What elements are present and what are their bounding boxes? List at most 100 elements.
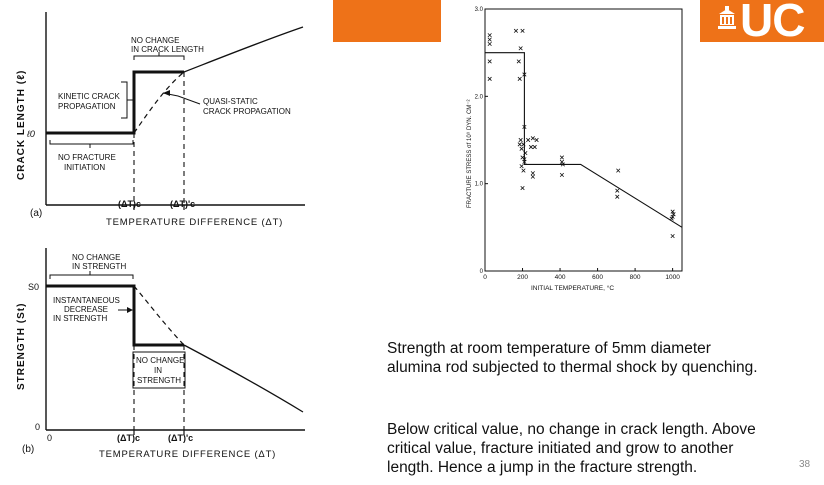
- diagram-crack-length: CRACK LENGTH (ℓ) ℓ0 (a) (ΔT)c (ΔT)'c TEM…: [16, 12, 305, 228]
- data-point: [560, 162, 565, 167]
- data-point: [530, 171, 535, 176]
- diagram-a-tick-2: (ΔT)'c: [170, 199, 195, 209]
- slide-number: 38: [799, 459, 811, 470]
- diagram-a-ann-no-change-1: NO CHANGE: [131, 36, 179, 45]
- diagram-b-ann-box-3: STRENGTH: [137, 376, 181, 385]
- x-tick-label: 600: [592, 274, 603, 281]
- fracture-stress-chart: 0 200 400 600 800 1000 0 1.0 2.0 3.0 INITIAL TEM…: [466, 7, 683, 292]
- y-tick-group: 0 1.0 2.0 3.0: [475, 7, 488, 275]
- data-point: [520, 185, 525, 191]
- data-point: [528, 144, 534, 150]
- diagram-a-ann-quasi-2: CRACK PROPAGATION: [203, 107, 291, 116]
- diagram-a-ann-kinetic-1: KINETIC CRACK: [58, 92, 120, 101]
- diagram-a-ann-no-change-2: IN CRACK LENGTH: [131, 45, 204, 54]
- data-point: [487, 37, 492, 42]
- diagram-b-zero-label: 0: [35, 422, 40, 432]
- data-point: [615, 194, 620, 199]
- x-tick-label: 0: [483, 274, 487, 281]
- diagram-b-ann-instant-2: DECREASE: [64, 305, 108, 314]
- diagram-a-xlabel: TEMPERATURE DIFFERENCE (ΔT): [106, 217, 283, 228]
- x-tick-label: 200: [517, 274, 528, 281]
- data-point: [522, 124, 527, 129]
- data-point: [521, 168, 526, 173]
- data-point: [521, 142, 526, 147]
- diagram-b-tick-2: (ΔT)'c: [168, 433, 193, 443]
- chart-ylabel: FRACTURE STRESS σf 10⁹ DYN. CM⁻²: [466, 100, 473, 208]
- data-point: [671, 212, 676, 217]
- diagram-b-ann-box-2: IN: [154, 366, 162, 375]
- data-point: [487, 59, 492, 64]
- data-point: [670, 233, 675, 239]
- data-point: [520, 28, 525, 33]
- x-tick-label: 400: [555, 274, 566, 281]
- diagram-b-ann-instant-3: IN STRENGTH: [53, 314, 107, 323]
- para2-line2: critical value, fracture initiated and g…: [387, 440, 734, 457]
- data-point: [487, 41, 492, 47]
- data-point: [615, 188, 620, 193]
- data-point: [487, 76, 492, 81]
- para1-line1: Strength at room temperature of 5mm diam…: [387, 340, 711, 357]
- diagram-b-xlabel: TEMPERATURE DIFFERENCE (ΔT): [99, 449, 276, 460]
- data-point: [513, 28, 519, 33]
- data-point: [519, 164, 524, 169]
- data-point: [530, 136, 535, 141]
- diagram-b-s0-label: S0: [28, 282, 39, 292]
- data-point: [532, 144, 537, 150]
- data-point: [517, 76, 522, 81]
- data-point: [519, 146, 524, 151]
- diagram-a-ann-no-fracture-1: NO FRACTURE: [58, 153, 116, 162]
- y-tick-label: 0: [480, 269, 484, 275]
- university-logo-text: UC: [740, 0, 805, 46]
- diagram-b-ylabel: STRENGTH (St): [16, 303, 27, 390]
- data-point: [518, 46, 523, 51]
- diagram-b-panel-label: (b): [22, 444, 34, 455]
- diagram-a-panel-label: (a): [30, 208, 42, 219]
- para1-line2: alumina rod subjected to thermal shock b…: [387, 359, 758, 376]
- y-tick-label: 1.0: [475, 182, 484, 188]
- y-tick-label: 3.0: [475, 7, 484, 13]
- para2-line3: length. Hence a jump in the fracture str…: [387, 459, 698, 476]
- x-tick-group: 0 200 400 600 800 1000: [483, 268, 680, 281]
- data-point: [517, 142, 522, 147]
- description-paragraph-1: Strength at room temperature of 5mm diam…: [387, 339, 817, 377]
- data-point: [670, 209, 675, 214]
- description-paragraph-2: Below critical value, no change in crack…: [387, 420, 817, 477]
- orange-banner-right: UC: [700, 0, 824, 46]
- data-point: [530, 174, 535, 179]
- diagram-a-ann-no-fracture-2: INITIATION: [64, 163, 105, 172]
- data-point: [523, 151, 528, 156]
- diagram-a-tick-1: (ΔT)c: [118, 199, 141, 209]
- data-point: [516, 59, 521, 64]
- diagram-b-ann-no-change-1: NO CHANGE: [72, 253, 120, 262]
- diagram-a-ann-quasi-1: QUASI-STATIC: [203, 97, 258, 106]
- diagram-b-tick-1: (ΔT)c: [117, 433, 140, 443]
- data-point: [518, 137, 523, 143]
- orange-banner-left: [333, 0, 441, 42]
- diagram-a-origin-label: ℓ0: [26, 129, 35, 139]
- diagram-b-origin-label: 0: [47, 433, 52, 443]
- data-point: [534, 137, 539, 143]
- diagram-a-ann-kinetic-2: PROPAGATION: [58, 102, 116, 111]
- data-point: [487, 33, 492, 38]
- x-tick-label: 800: [630, 274, 641, 281]
- data-point: [526, 137, 531, 143]
- university-building-icon: [718, 6, 736, 29]
- diagram-strength: STRENGTH (St) S0 0 0 (b) (ΔT)c (ΔT)'c TE…: [16, 248, 305, 460]
- x-tick-label: 1000: [665, 274, 680, 281]
- data-point: [559, 172, 565, 178]
- data-point: [559, 155, 565, 160]
- data-point: [522, 159, 527, 164]
- data-point: [616, 168, 621, 173]
- diagram-a-ylabel: CRACK LENGTH (ℓ): [16, 70, 27, 180]
- fit-line: [485, 52, 683, 228]
- diagram-b-ann-no-change-2: IN STRENGTH: [72, 262, 126, 271]
- data-points: [487, 28, 676, 239]
- diagram-b-ann-instant-1: INSTANTANEOUS: [53, 296, 120, 305]
- chart-xlabel: INITIAL TEMPERATURE, °C: [531, 284, 614, 292]
- data-point: [669, 216, 674, 221]
- y-tick-label: 2.0: [475, 94, 484, 100]
- diagram-b-ann-box-1: NO CHANGE: [136, 356, 184, 365]
- data-point: [559, 159, 565, 164]
- data-point: [522, 72, 527, 77]
- para2-line1: Below critical value, no change in crack…: [387, 421, 756, 438]
